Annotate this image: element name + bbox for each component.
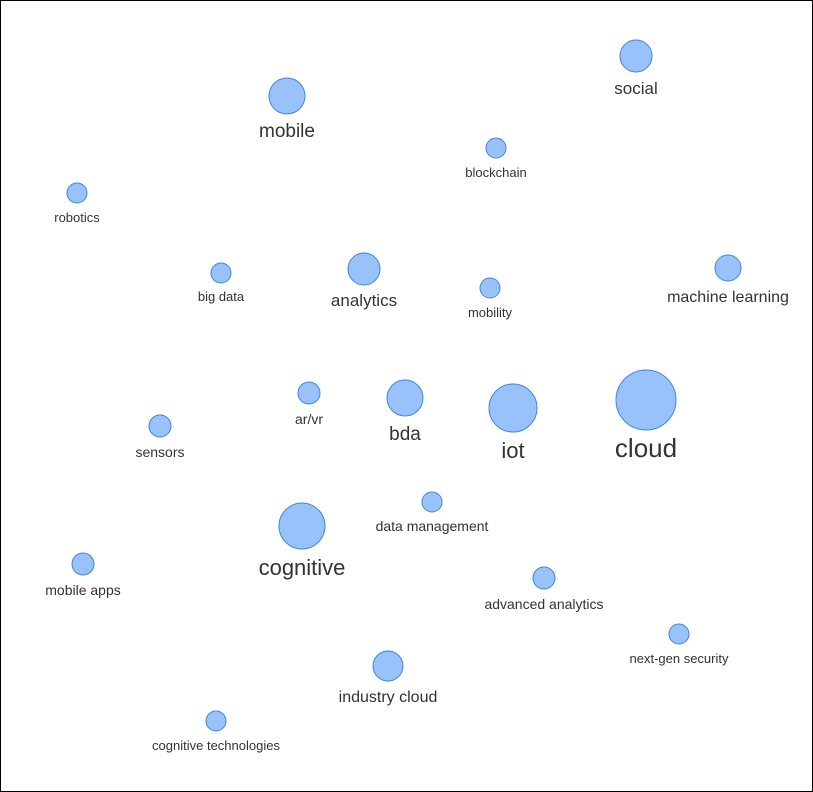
term-label-cognitive: cognitive [259, 555, 346, 580]
term-node-data-management: data management [376, 491, 489, 534]
term-node-robotics: robotics [54, 182, 100, 225]
term-node-blockchain: blockchain [465, 137, 527, 180]
term-bubble-iot [488, 383, 538, 433]
term-bubble-analytics [347, 252, 381, 286]
term-node-next-gen-security: next-gen security [630, 623, 729, 666]
term-label-mobile: mobile [259, 121, 315, 142]
term-label-social: social [614, 79, 657, 98]
term-bubble-cloud [615, 369, 677, 431]
term-bubble-robotics [66, 182, 88, 204]
term-bubble-mobile [268, 77, 306, 115]
term-node-analytics: analytics [331, 252, 397, 310]
term-node-cognitive-technologies: cognitive technologies [152, 710, 280, 753]
term-node-industry-cloud: industry cloud [339, 650, 438, 706]
term-label-advanced-analytics: advanced analytics [484, 596, 603, 612]
term-node-advanced-analytics: advanced analytics [484, 566, 604, 612]
term-label-big-data: big data [198, 289, 245, 304]
term-node-cognitive: cognitive [259, 502, 346, 580]
term-label-analytics: analytics [331, 291, 397, 310]
term-label-data-management: data management [376, 518, 489, 534]
term-label-cloud: cloud [615, 433, 677, 463]
term-node-bda: bda [386, 379, 424, 445]
term-label-machine-learning: machine learning [667, 289, 789, 306]
term-bubble-cognitive [278, 502, 326, 550]
term-node-mobile: mobile [259, 77, 315, 142]
term-label-blockchain: blockchain [465, 165, 526, 180]
term-label-cognitive-technologies: cognitive technologies [152, 738, 280, 753]
term-bubble-mobility [479, 277, 501, 299]
term-bubble-next-gen-security [668, 623, 690, 645]
term-bubble-machine-learning [714, 254, 742, 282]
term-node-iot: iot [488, 383, 538, 463]
term-node-big-data: big data [198, 262, 245, 304]
term-bubble-mobile-apps [71, 552, 95, 576]
term-label-sensors: sensors [135, 444, 184, 460]
term-label-robotics: robotics [54, 210, 100, 225]
term-label-bda: bda [389, 424, 421, 445]
term-node-ar-vr: ar/vr [295, 381, 323, 427]
term-bubble-social [619, 39, 653, 73]
term-bubble-industry-cloud [372, 650, 404, 682]
term-node-machine-learning: machine learning [667, 254, 789, 306]
term-node-cloud: cloud [615, 369, 677, 463]
term-bubble-ar-vr [297, 381, 321, 405]
term-bubble-advanced-analytics [532, 566, 556, 590]
term-bubble-blockchain [485, 137, 507, 159]
term-label-industry-cloud: industry cloud [339, 689, 438, 706]
term-bubble-data-management [421, 491, 443, 513]
term-label-mobility: mobility [468, 305, 513, 320]
term-node-mobile-apps: mobile apps [45, 552, 121, 598]
term-node-sensors: sensors [135, 414, 185, 460]
term-node-mobility: mobility [468, 277, 513, 320]
term-label-ar-vr: ar/vr [295, 411, 323, 427]
term-bubble-big-data [210, 262, 232, 284]
term-bubble-bda [386, 379, 424, 417]
term-label-next-gen-security: next-gen security [630, 651, 729, 666]
term-label-iot: iot [501, 438, 524, 463]
term-label-mobile-apps: mobile apps [45, 582, 121, 598]
term-bubble-cognitive-technologies [205, 710, 227, 732]
term-bubble-sensors [148, 414, 172, 438]
term-node-social: social [614, 39, 658, 98]
